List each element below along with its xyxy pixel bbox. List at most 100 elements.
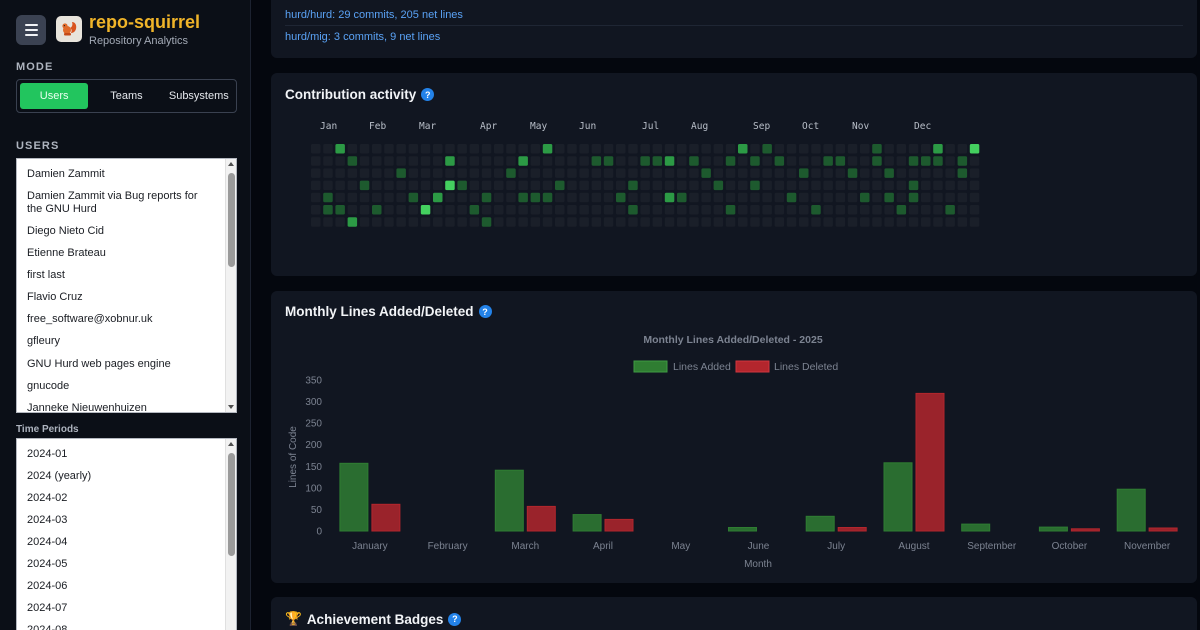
heatmap-cell[interactable] — [677, 217, 687, 227]
heatmap-cell[interactable] — [481, 156, 492, 166]
bar-lines-deleted[interactable] — [604, 518, 634, 532]
heatmap-cell[interactable] — [908, 192, 919, 203]
heatmap-cell[interactable] — [921, 180, 931, 191]
heatmap-cell[interactable] — [335, 192, 345, 203]
heatmap-cell[interactable] — [884, 180, 894, 191]
heatmap-cell[interactable] — [774, 217, 785, 227]
heatmap-cell[interactable] — [335, 144, 345, 154]
time-periods-listbox[interactable]: 2024-01 2024 (yearly) 2024-02 2024-03 20… — [16, 438, 237, 630]
heatmap-cell[interactable] — [835, 192, 846, 203]
heatmap-cell[interactable] — [567, 144, 577, 154]
heatmap-cell[interactable] — [725, 217, 736, 227]
heatmap-cell[interactable] — [823, 144, 833, 154]
heatmap-cell[interactable] — [884, 168, 894, 178]
heatmap-cell[interactable] — [542, 144, 553, 154]
heatmap-cell[interactable] — [359, 217, 370, 227]
list-item[interactable]: Janneke Nieuwenhuizen — [27, 402, 147, 413]
heatmap-cell[interactable] — [725, 205, 736, 215]
users-scrollbar[interactable] — [225, 159, 236, 412]
heatmap-cell[interactable] — [896, 156, 907, 166]
heatmap-cell[interactable] — [408, 156, 419, 166]
heatmap-cell[interactable] — [372, 144, 382, 154]
heatmap-cell[interactable] — [457, 205, 467, 215]
heatmap-cell[interactable] — [347, 217, 358, 227]
heatmap-cell[interactable] — [530, 168, 541, 178]
heatmap-cell[interactable] — [835, 144, 846, 154]
heatmap-cell[interactable] — [323, 192, 333, 203]
heatmap-cell[interactable] — [420, 144, 431, 154]
heatmap-cell[interactable] — [469, 217, 480, 227]
heatmap-cell[interactable] — [616, 205, 626, 215]
bar-lines-added[interactable] — [339, 462, 369, 532]
heatmap-cell[interactable] — [786, 205, 797, 215]
heatmap-cell[interactable] — [311, 192, 321, 203]
heatmap-cell[interactable] — [847, 144, 858, 154]
heatmap-cell[interactable] — [335, 156, 345, 166]
heatmap-cell[interactable] — [591, 205, 602, 215]
bar-lines-added[interactable] — [494, 469, 524, 532]
heatmap-cell[interactable] — [664, 192, 675, 203]
heatmap-cell[interactable] — [811, 156, 821, 166]
heatmap-cell[interactable] — [640, 156, 650, 166]
heatmap-cell[interactable] — [969, 156, 980, 166]
heatmap-cell[interactable] — [616, 168, 626, 178]
heatmap-cell[interactable] — [847, 205, 858, 215]
heatmap-cell[interactable] — [384, 217, 394, 227]
heatmap-cell[interactable] — [884, 156, 894, 166]
heatmap-cell[interactable] — [420, 205, 431, 215]
heatmap-cell[interactable] — [725, 192, 736, 203]
heatmap-cell[interactable] — [835, 168, 846, 178]
heatmap-cell[interactable] — [969, 168, 980, 178]
heatmap-cell[interactable] — [847, 156, 858, 166]
heatmap-cell[interactable] — [823, 168, 833, 178]
heatmap-cell[interactable] — [774, 180, 785, 191]
heatmap-cell[interactable] — [786, 156, 797, 166]
heatmap-cell[interactable] — [921, 156, 931, 166]
heatmap-cell[interactable] — [591, 144, 602, 154]
heatmap-cell[interactable] — [774, 156, 785, 166]
heatmap-cell[interactable] — [542, 192, 553, 203]
heatmap-cell[interactable] — [628, 168, 638, 178]
heatmap-cell[interactable] — [567, 180, 577, 191]
bar-lines-added[interactable] — [728, 527, 757, 532]
heatmap-cell[interactable] — [591, 192, 602, 203]
heatmap-cell[interactable] — [335, 168, 345, 178]
heatmap-cell[interactable] — [908, 144, 919, 154]
bar-lines-deleted[interactable] — [371, 503, 401, 532]
heatmap-cell[interactable] — [725, 144, 736, 154]
heatmap-cell[interactable] — [896, 217, 907, 227]
heatmap-cell[interactable] — [701, 217, 711, 227]
bar-lines-added[interactable] — [961, 523, 991, 532]
heatmap-cell[interactable] — [713, 205, 724, 215]
heatmap-cell[interactable] — [433, 192, 443, 203]
heatmap-cell[interactable] — [433, 156, 443, 166]
heatmap-cell[interactable] — [445, 180, 455, 191]
heatmap-cell[interactable] — [628, 180, 638, 191]
heatmap-cell[interactable] — [664, 180, 675, 191]
list-item[interactable]: Damien Zammit — [27, 168, 105, 180]
heatmap-cell[interactable] — [701, 144, 711, 154]
heatmap-cell[interactable] — [640, 168, 650, 178]
list-item[interactable]: 2024 (yearly) — [27, 470, 92, 482]
periods-scrollbar[interactable] — [225, 439, 236, 630]
heatmap-cell[interactable] — [628, 217, 638, 227]
heatmap-cell[interactable] — [408, 217, 419, 227]
heatmap-cell[interactable] — [616, 192, 626, 203]
heatmap-cell[interactable] — [799, 144, 809, 154]
heatmap-cell[interactable] — [933, 144, 943, 154]
heatmap-cell[interactable] — [457, 168, 467, 178]
heatmap-cell[interactable] — [579, 168, 589, 178]
heatmap-cell[interactable] — [689, 180, 699, 191]
heatmap-cell[interactable] — [408, 144, 419, 154]
heatmap-cell[interactable] — [847, 180, 858, 191]
heatmap-cell[interactable] — [872, 217, 882, 227]
heatmap-cell[interactable] — [433, 217, 443, 227]
heatmap-cell[interactable] — [799, 192, 809, 203]
heatmap-cell[interactable] — [884, 217, 894, 227]
heatmap-cell[interactable] — [445, 156, 455, 166]
bar-lines-added[interactable] — [1116, 488, 1146, 532]
list-item[interactable]: Flavio Cruz — [27, 291, 83, 303]
heatmap-cell[interactable] — [677, 168, 687, 178]
heatmap-cell[interactable] — [872, 144, 882, 154]
heatmap-cell[interactable] — [628, 205, 638, 215]
